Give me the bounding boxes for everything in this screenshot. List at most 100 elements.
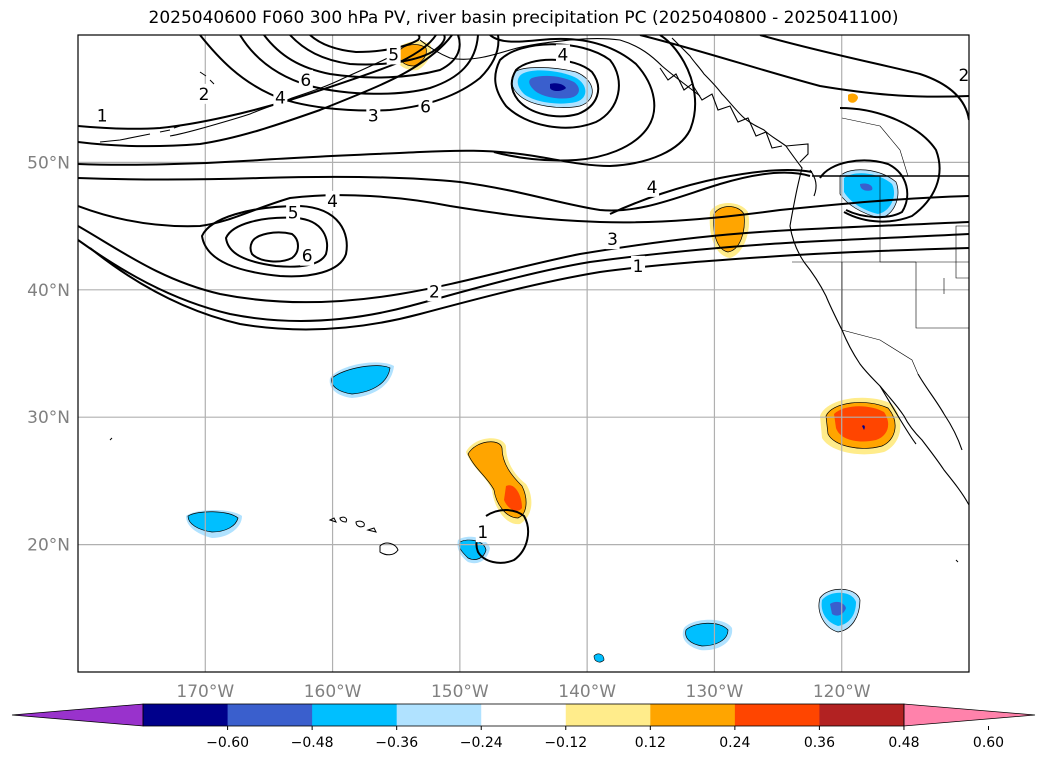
- lon-tick-label: 160°W: [304, 682, 362, 702]
- colorbar-segment: [481, 704, 567, 726]
- colorbar-segment: [819, 704, 905, 726]
- latitude-labels: 20°N 30°N 40°N 50°N: [27, 153, 70, 555]
- contour-label-bg: [645, 176, 660, 197]
- contour-label-bg: [286, 202, 301, 223]
- contour-label-bg: [273, 87, 288, 108]
- contour-label: 1: [477, 523, 488, 543]
- contour-label-bg: [475, 522, 490, 543]
- precip-blob-central-pacific: [466, 438, 532, 525]
- map-title: 2025040600 F060 300 hPa PV, river basin …: [148, 8, 899, 28]
- longitude-labels: 170°W 160°W 150°W 140°W 130°W 120°W: [176, 682, 870, 702]
- colorbar-tick-label: 0.48: [888, 735, 919, 751]
- pv-contour-3-pnw: [819, 159, 909, 218]
- precip-blob-gulf-alaska: [511, 67, 593, 108]
- precip-blob-tropical-east: [682, 619, 733, 651]
- contour-label: 2: [429, 282, 440, 302]
- contour-label: 6: [302, 247, 313, 267]
- pv-contour-3-north: [239, 35, 479, 95]
- colorbar-segment: [565, 704, 651, 726]
- lon-tick-label: 130°W: [686, 682, 744, 702]
- pv-contour-6-low: [224, 216, 329, 268]
- contour-label: 2: [958, 66, 969, 86]
- pv-contour-2-ne: [639, 35, 969, 98]
- pv-contour-2-west: [78, 35, 453, 148]
- contour-label: 4: [327, 192, 338, 212]
- colorbar-extend-low: [11, 703, 144, 727]
- pv-contour-1-west: [78, 35, 437, 130]
- pv-contour-gulf-3: [78, 35, 697, 168]
- contour-label: 3: [368, 107, 379, 127]
- contour-label-bg: [956, 64, 971, 85]
- contour-label: 5: [388, 45, 399, 65]
- contour-label: 2: [199, 85, 210, 105]
- lon-tick-label: 170°W: [176, 682, 234, 702]
- contour-label-bg: [631, 255, 646, 276]
- contour-label-bg: [605, 229, 620, 250]
- pv-contour-4-lower: [78, 194, 969, 228]
- lon-tick-label: 140°W: [558, 682, 616, 702]
- colorbar-segment: [227, 704, 313, 726]
- islands: [109, 71, 959, 563]
- colorbar-segment: [650, 704, 736, 726]
- pv-contour-1-tropic: [475, 509, 530, 564]
- contour-label-bg: [366, 105, 381, 126]
- contour-label-bg: [197, 83, 212, 104]
- precip-blob-mexico-offshore: [818, 588, 861, 633]
- pv-contour-4-tongue: [609, 169, 813, 215]
- colorbar-tick-label: −0.24: [460, 735, 503, 751]
- contour-label: 6: [300, 71, 311, 91]
- contour-label: 1: [97, 107, 108, 127]
- lon-tick-label: 120°W: [813, 682, 871, 702]
- colorbar-segment: [143, 704, 229, 726]
- lon-tick-label: 150°W: [431, 682, 489, 702]
- contour-label-bg: [418, 96, 433, 117]
- pv-contour-1-lower: [89, 247, 969, 331]
- plot-frame: [77, 34, 970, 673]
- colorbar-segment: [734, 704, 820, 726]
- colorbar-frame: [142, 703, 905, 727]
- contour-label: 6: [420, 98, 431, 118]
- gridlines: [78, 35, 969, 672]
- pv-contour-3-lower: [78, 221, 969, 304]
- lat-tick-label: 20°N: [27, 536, 70, 556]
- contour-label-bg: [427, 281, 442, 302]
- colorbar-tick-label: 0.24: [719, 735, 750, 751]
- contour-label: 4: [647, 178, 658, 198]
- colorbar: −0.60 −0.48 −0.36 −0.24 −0.12 0.12 0.24 0.36 0.4…: [11, 703, 1036, 751]
- colorbar-tick-label: −0.60: [206, 735, 249, 751]
- coastlines: [99, 37, 969, 506]
- contour-label: 3: [607, 230, 618, 250]
- lat-tick-label: 30°N: [27, 408, 70, 428]
- colorbar-segment: [396, 704, 482, 726]
- precip-blob-offshore-oregon: [709, 203, 750, 258]
- pv-contour-4-north: [263, 35, 461, 79]
- pv-contour-7-low: [249, 231, 299, 263]
- precip-blob-far-west: [186, 510, 242, 538]
- colorbar-tick-label: 0.60: [973, 735, 1004, 751]
- colorbar-tick-label: −0.36: [375, 735, 418, 751]
- contour-label: 5: [288, 203, 299, 223]
- colorbar-tick-label: 0.12: [635, 735, 666, 751]
- precip-blob-subtropical-west: [329, 362, 394, 398]
- pv-contour-3-ne: [759, 35, 969, 121]
- colorbar-tick-label: −0.48: [291, 735, 334, 751]
- pv-contour-4-mid: [78, 171, 811, 212]
- contour-label: 1: [633, 257, 644, 277]
- lat-tick-label: 50°N: [27, 153, 70, 173]
- colorbar-extend-high: [903, 703, 1036, 727]
- pv-contour-2-lower: [78, 233, 969, 322]
- pv-contours: [78, 35, 969, 564]
- precip-blob-pacific-northwest: [839, 169, 899, 219]
- pv-contour-2-pnw: [839, 107, 941, 223]
- precip-blob-tiny: [593, 653, 605, 663]
- contour-label-bg: [298, 69, 313, 90]
- contour-label-bg: [300, 245, 315, 266]
- lat-tick-label: 40°N: [27, 281, 70, 301]
- colorbar-tick-label: −0.12: [544, 735, 587, 751]
- contour-label-bg: [325, 190, 340, 211]
- contour-label: 4: [558, 45, 569, 65]
- contour-label-bg: [95, 105, 110, 126]
- contour-label-bg: [555, 44, 570, 65]
